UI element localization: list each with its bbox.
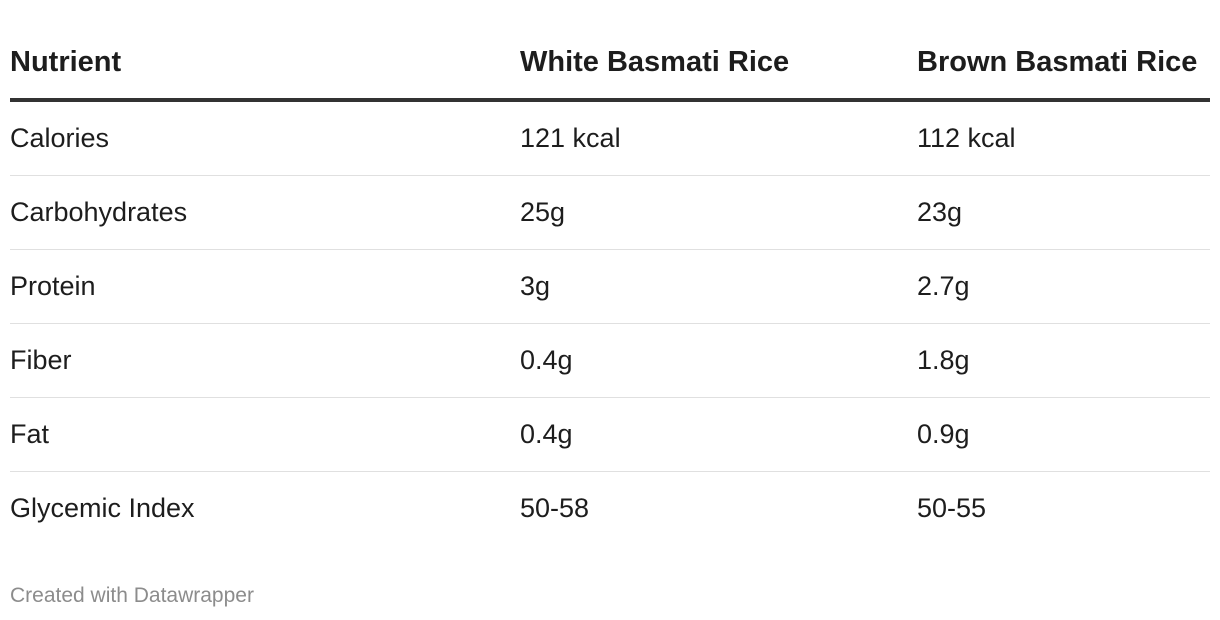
datawrapper-credit: Created with Datawrapper: [10, 584, 254, 607]
table-row: Fiber 0.4g 1.8g: [10, 323, 1210, 398]
white-rice-value-cell: 3g: [520, 249, 917, 324]
nutrient-cell: Fiber: [10, 323, 520, 398]
brown-rice-value-cell: 1.8g: [917, 323, 1210, 398]
white-rice-value-cell: 0.4g: [520, 397, 917, 472]
white-rice-value-cell: 25g: [520, 175, 917, 250]
white-rice-value-cell: 50-58: [520, 493, 590, 523]
column-header-nutrient: Nutrient: [10, 26, 520, 102]
header-row: Nutrient White Basmati Rice Brown Basmat…: [10, 26, 1210, 102]
nutrient-cell: Protein: [10, 249, 520, 324]
brown-rice-value-cell: 2.7g: [917, 249, 1210, 324]
table-row: Fat 0.4g 0.9g: [10, 397, 1210, 472]
brown-rice-value-cell: 112 kcal: [917, 100, 1210, 176]
table-row: Glycemic Index 50-58 50-55: [10, 472, 1210, 546]
column-header-brown-basmati-rice: Brown Basmati Rice: [917, 26, 1210, 102]
table-row: Protein 3g 2.7g: [10, 249, 1210, 324]
table-row: Calories 121 kcal 112 kcal: [10, 100, 1210, 176]
nutrient-cell: Glycemic Index: [10, 493, 195, 523]
nutrient-cell: Fat: [10, 397, 520, 472]
table-header: Nutrient White Basmati Rice Brown Basmat…: [10, 26, 1210, 102]
nutrient-cell: Carbohydrates: [10, 175, 520, 250]
brown-rice-value-cell: 0.9g: [917, 397, 1210, 472]
column-header-white-basmati-rice: White Basmati Rice: [520, 26, 917, 102]
nutrition-comparison-table-container: Nutrient White Basmati Rice Brown Basmat…: [10, 26, 1210, 545]
brown-rice-value-cell: 23g: [917, 175, 1210, 250]
table-row: Carbohydrates 25g 23g: [10, 175, 1210, 250]
brown-rice-value-cell: 50-55: [917, 493, 987, 523]
nutrition-comparison-table: Nutrient White Basmati Rice Brown Basmat…: [10, 26, 1210, 545]
nutrient-cell: Calories: [10, 100, 520, 176]
table-body: Calories 121 kcal 112 kcal Carbohydrates…: [10, 100, 1210, 545]
white-rice-value-cell: 0.4g: [520, 323, 917, 398]
white-rice-value-cell: 121 kcal: [520, 100, 917, 176]
